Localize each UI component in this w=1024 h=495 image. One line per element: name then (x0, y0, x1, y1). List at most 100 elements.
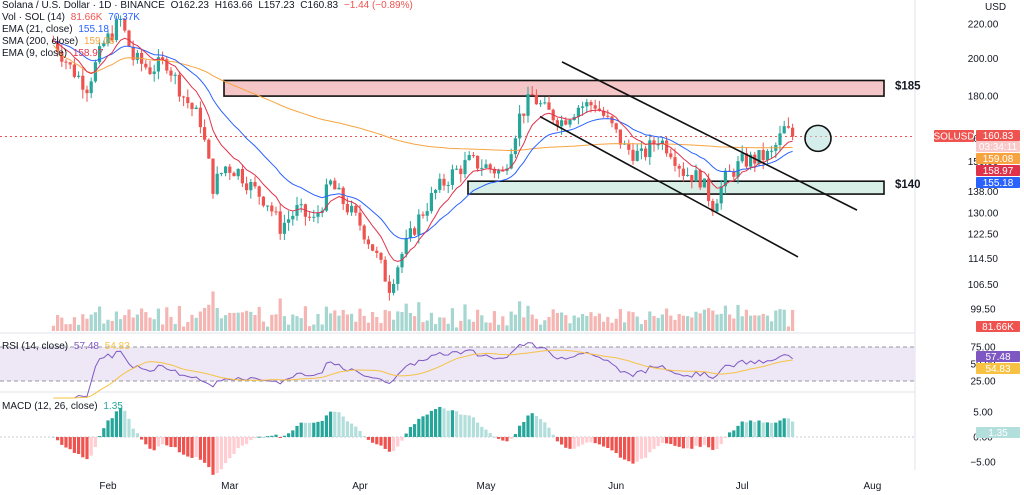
macd-histogram-bar (560, 437, 564, 445)
candle-body (652, 140, 656, 145)
candle-body (85, 89, 89, 94)
volume-bar (656, 317, 660, 331)
macd-histogram-bar (551, 434, 555, 437)
volume-bar (102, 323, 106, 331)
volume-bar (665, 308, 669, 331)
volume-bar (350, 313, 354, 331)
macd-histogram-bar (488, 433, 492, 437)
candle-body (438, 178, 442, 190)
volume-bar (480, 315, 484, 331)
volume-bar (728, 314, 732, 331)
candle-body (114, 19, 118, 41)
macd-histogram-bar (211, 437, 215, 475)
volume-bar (400, 312, 404, 331)
vol-legend[interactable]: Vol · SOL (14) 81.66K 70.37K (2, 12, 143, 23)
candle-body (467, 155, 471, 161)
candle-body (337, 187, 341, 190)
macd-histogram-bar (467, 415, 471, 437)
vol-label: Vol · SOL (14) (2, 12, 65, 23)
price-tick: 180.00 (968, 92, 999, 103)
price-badge-bg (976, 130, 1020, 141)
price-tick: 106.50 (968, 280, 999, 291)
volume-bar (593, 316, 597, 331)
candle-body (282, 222, 286, 234)
candle-body (249, 182, 253, 191)
candle-body (173, 74, 177, 76)
macd-histogram-bar (329, 411, 333, 437)
candle-body (345, 204, 349, 213)
macd-histogram-bar (450, 410, 454, 437)
volume-bar (698, 313, 702, 331)
macd-histogram-bar (249, 437, 253, 441)
rsi-ma-badge-bg (976, 363, 1020, 374)
candle-body (77, 75, 81, 77)
macd-histogram-bar (526, 415, 530, 437)
volume-bar (60, 317, 64, 331)
candle-body (791, 127, 795, 137)
macd-histogram-bar (681, 437, 685, 449)
macd-histogram-bar (123, 410, 127, 437)
candle-body (719, 186, 723, 204)
macd-histogram-bar (375, 437, 379, 445)
candle-body (131, 46, 135, 60)
candle-body (211, 158, 215, 194)
volume-bar (778, 309, 782, 331)
macd-histogram-bar (102, 428, 106, 437)
volume-bar (757, 315, 761, 331)
volume-bar (203, 307, 207, 331)
macd-histogram-bar (253, 437, 257, 438)
candle-body (287, 219, 291, 223)
candle-body (417, 214, 421, 235)
volume-bar (610, 322, 614, 331)
candle-body (450, 169, 454, 185)
candle-body (316, 212, 320, 217)
rsi-badge: 57.48 (985, 352, 1010, 363)
candle-body (240, 169, 244, 184)
ema9-line (53, 37, 793, 263)
volume-bar (484, 322, 488, 331)
macd-histogram-bar (719, 437, 723, 445)
macd-histogram-bar (417, 418, 421, 437)
macd-histogram-bar (114, 411, 118, 437)
macd-histogram-bar (669, 437, 673, 445)
macd-histogram-bar (413, 424, 417, 437)
macd-histogram-bar (354, 426, 358, 437)
macd-histogram-bar (728, 432, 732, 437)
macd-legend[interactable]: MACD (12, 26, close) 1.35 (2, 401, 126, 412)
candle-body (350, 205, 354, 213)
volume-bar (518, 301, 522, 331)
candle-body (694, 170, 698, 182)
volume-bar (354, 321, 358, 331)
rsi-legend[interactable]: RSI (14, close) 57.48 54.83 (2, 341, 133, 352)
macd-histogram-bar (219, 437, 223, 470)
volume-bar (631, 312, 635, 331)
volume-bar (51, 325, 55, 331)
sma200-legend[interactable]: SMA (200, close) 159.08 (2, 36, 118, 47)
resistance-zone (223, 79, 885, 97)
candle-body (593, 105, 597, 109)
macd-histogram-bar (333, 411, 337, 437)
volume-bar (303, 306, 307, 331)
macd-histogram-bar (761, 422, 765, 437)
macd-histogram-bar (576, 437, 580, 447)
candle-body (547, 102, 551, 110)
ema9-badge: 158.97 (983, 166, 1014, 177)
candle-body (102, 43, 106, 47)
ema21-legend[interactable]: EMA (21, close) 155.18 (2, 24, 112, 35)
macd-histogram-bar (345, 421, 349, 437)
volume-bar (644, 319, 648, 331)
rsi-label: RSI (14, close) (2, 341, 69, 352)
macd-histogram-bar (89, 437, 93, 456)
volume-bar (228, 312, 232, 331)
volume-bar (585, 315, 589, 331)
macd-histogram-bar (501, 437, 505, 441)
macd-histogram-bar (497, 437, 501, 439)
volume-bar (156, 308, 160, 331)
volume-bar (471, 321, 475, 331)
ema9-legend[interactable]: EMA (9, close) 158.97 (2, 48, 106, 59)
volume-bar (392, 319, 396, 331)
volume-bar (123, 315, 127, 331)
macd-histogram-bar (161, 437, 165, 445)
macd-histogram-bar (366, 437, 370, 440)
